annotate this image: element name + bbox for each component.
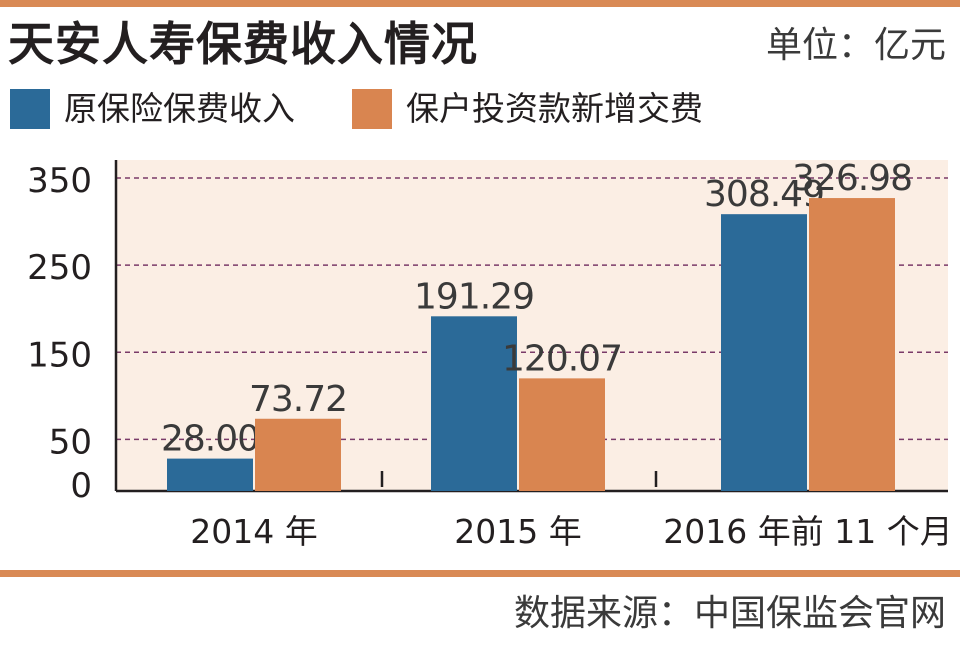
top-accent-rule: [0, 0, 960, 7]
bar-value-label: 120.07: [502, 338, 622, 379]
legend-swatch-premium: [10, 89, 50, 129]
x-category-label: 2016 年前 11 个月: [663, 512, 952, 551]
bar: [809, 198, 895, 491]
x-category-label: 2015 年: [454, 512, 581, 551]
y-tick-label: 50: [49, 422, 92, 462]
source-note: 数据来源：中国保监会官网: [513, 593, 946, 634]
legend-label-investment: 保户投资款新增交费: [406, 89, 703, 128]
bar: [519, 378, 605, 491]
unit-label: 单位：亿元: [765, 25, 946, 66]
legend-label-premium: 原保险保费收入: [64, 89, 295, 128]
y-tick-label: 0: [70, 466, 92, 506]
bar: [431, 316, 517, 491]
y-tick-label: 250: [27, 248, 92, 288]
y-tick-label: 150: [27, 335, 92, 375]
bar-value-label: 28.00: [161, 419, 259, 460]
chart-title: 天安人寿保费收入情况: [8, 17, 478, 71]
y-tick-label: 350: [27, 161, 92, 201]
legend-item-premium: 原保险保费收入: [10, 87, 295, 131]
legend-swatch-investment: [352, 89, 392, 129]
bar-value-label: 191.29: [414, 276, 534, 317]
legend-item-investment: 保户投资款新增交费: [352, 87, 703, 131]
x-category-label: 2014 年: [190, 512, 317, 551]
bar-value-label: 73.72: [249, 379, 347, 420]
bar-value-label: 326.98: [792, 158, 912, 199]
bar: [721, 214, 807, 491]
bar: [255, 418, 341, 491]
bottom-accent-rule: [0, 570, 960, 577]
bar: [167, 458, 253, 491]
bar-value-label: 308.49: [704, 174, 824, 215]
